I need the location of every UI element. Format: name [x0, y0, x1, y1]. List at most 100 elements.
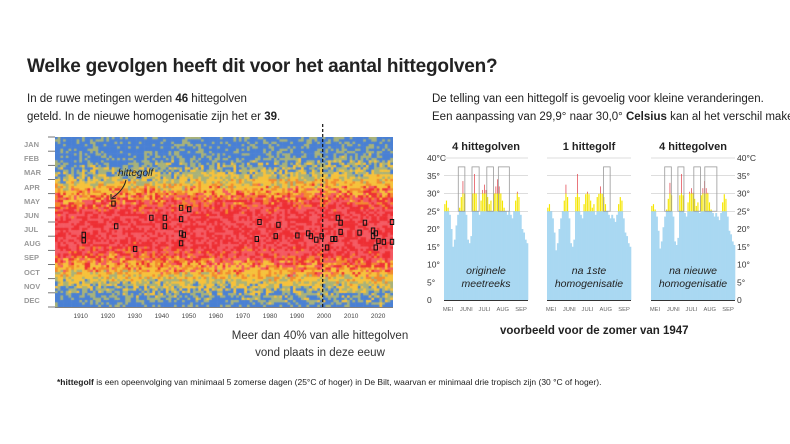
summer-day-bar: [516, 193, 518, 212]
temperature-bar: [483, 211, 486, 300]
temperature-bar: [458, 211, 461, 300]
temperature-bar: [465, 214, 468, 300]
summer-day-bar: [515, 200, 517, 212]
summer-day-bar: [585, 194, 587, 212]
intro-left: In de ruwe metingen werden 46 hittegolve…: [27, 90, 280, 126]
panel-label: na 1ste: [572, 265, 607, 277]
temperature-bar: [500, 211, 502, 300]
heatwave-box: [704, 166, 718, 212]
temperature-bar: [493, 211, 496, 300]
heatwave-box: [373, 244, 378, 251]
text: Een aanpassing van 29,9° naar 30,0°: [432, 111, 626, 123]
temperature-bar: [718, 220, 721, 300]
temperature-bar: [460, 211, 463, 300]
year-tick-label: 2020: [370, 313, 386, 320]
summer-day-bar: [697, 202, 699, 212]
arrow-head-icon: [110, 194, 117, 200]
temperature-bar: [551, 218, 554, 300]
summer-day-bar: [689, 193, 691, 212]
temperature-bar: [523, 232, 526, 300]
summer-day-bar: [495, 193, 497, 212]
year-tick-label: 1980: [262, 313, 278, 320]
temperature-bar: [475, 211, 478, 300]
temperature-bar: [603, 211, 605, 300]
summer-day-bar: [618, 204, 620, 212]
summer-day-bar: [485, 193, 487, 212]
panel-label: na nieuwe: [669, 265, 717, 277]
temperature-bar: [444, 211, 446, 300]
panel-label: homogenisatie: [659, 278, 727, 290]
panel-label: originele: [466, 265, 506, 277]
temperature-bar: [659, 248, 662, 300]
y-tick-label: 25°: [427, 206, 440, 216]
summer-day-bar: [490, 200, 492, 212]
summer-day-bar: [473, 193, 476, 212]
temperature-bar: [457, 214, 460, 300]
temperature-bar: [688, 211, 691, 300]
footnote: *hittegolf is een opeenvolging van minim…: [57, 377, 601, 387]
temperature-bar: [584, 211, 587, 300]
temperature-bar: [598, 211, 601, 300]
temperature-bar: [583, 211, 586, 300]
temperature-bar: [626, 236, 629, 300]
heatwave-box: [132, 245, 138, 252]
annotation-arrow: [111, 179, 127, 199]
month-label: DEC: [24, 295, 40, 305]
heatwave-box: [162, 223, 168, 230]
temperature-bar: [491, 211, 494, 300]
temperature-bar: [720, 213, 723, 300]
temperature-bar: [697, 211, 700, 300]
summer-day-bar: [707, 193, 709, 212]
temperature-bar: [612, 218, 615, 300]
summer-day-bar: [496, 193, 499, 212]
temperature-bar: [548, 211, 551, 300]
heatwave-box: [149, 214, 154, 221]
heatwave-box: [273, 233, 278, 240]
y-tick-label: 25°: [737, 206, 750, 216]
count-new: 39: [264, 111, 277, 123]
summer-day-bar: [601, 193, 603, 212]
summer-day-bar: [708, 202, 711, 212]
summer-day-bar: [482, 193, 484, 212]
temperature-bar: [506, 214, 509, 300]
summer-day-bar: [669, 193, 671, 212]
footnote-text: is een opeenvolging van minimaal 5 zomer…: [93, 377, 602, 387]
summer-day-bar: [680, 193, 683, 212]
example-caption: voorbeeld voor de zomer van 1947: [500, 325, 689, 337]
heatmap-canvas: [55, 137, 393, 307]
month-label: AUG: [24, 239, 41, 249]
summer-day-bar: [702, 193, 704, 212]
summer-day-bar: [445, 200, 448, 212]
summer-day-bar: [576, 193, 579, 212]
temperature-bar: [667, 211, 670, 300]
intro-right: De telling van een hittegolf is gevoelig…: [432, 90, 790, 126]
year-tick-label: 2000: [316, 313, 332, 320]
temperature-bar: [708, 211, 711, 300]
month-tick-label: SEP: [515, 307, 527, 313]
summer-day-bar: [694, 198, 696, 212]
temperature-bar: [511, 218, 514, 300]
y-tick-label: 35°: [737, 171, 750, 181]
temperature-bar: [679, 211, 681, 300]
temperature-bar: [452, 246, 455, 300]
text: hittegolven: [188, 93, 247, 105]
y-tick-label: 15°: [427, 242, 440, 252]
tropical-day-bar: [565, 184, 567, 194]
temperature-bar: [711, 213, 714, 300]
month-label: NOV: [24, 281, 41, 291]
temperature-bar: [519, 214, 522, 300]
y-tick-label: 20°: [427, 224, 440, 234]
tropical-day-bar: [485, 189, 487, 194]
temperature-bar: [589, 211, 592, 300]
temperature-bar: [524, 239, 527, 300]
summer-day-bar: [621, 200, 623, 212]
year-tick-label: 1990: [289, 313, 305, 320]
tropical-day-bar: [689, 191, 691, 194]
temperature-bar: [693, 211, 696, 300]
tropical-day-bar: [495, 186, 497, 194]
year-tick-label: 1950: [181, 313, 197, 320]
y-tick-label: 35°: [427, 171, 440, 181]
y-tick-label: 0: [427, 295, 432, 305]
temperature-bar: [682, 211, 685, 300]
temperature-bar: [707, 211, 709, 300]
